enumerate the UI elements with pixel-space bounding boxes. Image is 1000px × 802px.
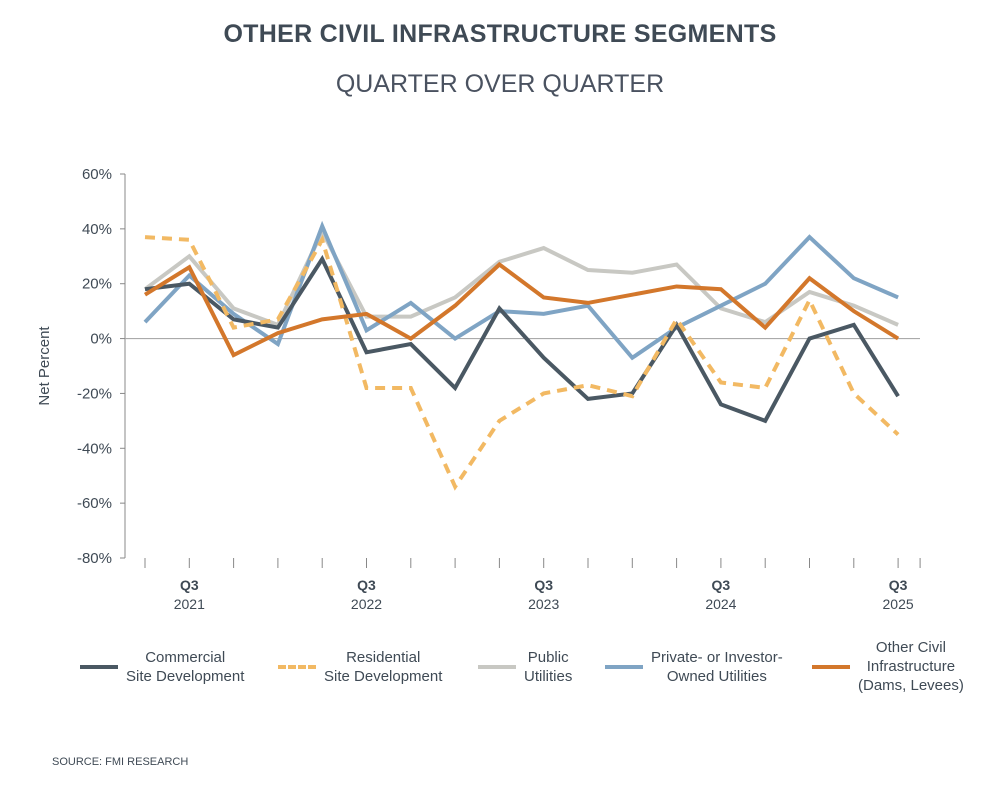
source-note: SOURCE: FMI RESEARCH <box>52 756 189 768</box>
x-tick-label-quarter: Q3 <box>712 577 731 593</box>
legend-item: Other Civil Infrastructure (Dams, Levees… <box>812 638 964 695</box>
y-tick-label: -20% <box>77 385 112 402</box>
legend-swatch <box>812 664 850 669</box>
x-tick-label-year: 2024 <box>705 596 736 612</box>
legend-label: Commercial Site Development <box>126 649 245 685</box>
series-line-1 <box>144 234 900 491</box>
legend-swatch <box>80 665 118 669</box>
legend-label: Other Civil Infrastructure (Dams, Levees… <box>858 639 964 694</box>
y-axis-label: Net Percent <box>36 326 53 406</box>
x-tick-label-quarter: Q3 <box>889 577 908 593</box>
legend-item: Commercial Site Development <box>80 648 244 686</box>
legend-label: Public Utilities <box>524 649 573 685</box>
y-tick-label: -80% <box>77 550 112 567</box>
y-tick-label: -60% <box>77 495 112 512</box>
y-tick-label: 40% <box>82 221 112 238</box>
legend-swatch <box>478 665 516 669</box>
chart-subtitle: QUARTER OVER QUARTER <box>335 70 665 98</box>
x-tick-label-year: 2023 <box>528 596 559 612</box>
chart-title: OTHER CIVIL INFRASTRUCTURE SEGMENTS <box>223 20 777 48</box>
x-tick-label-quarter: Q3 <box>357 577 376 593</box>
legend-swatch <box>605 665 643 669</box>
legend-label: Private- or Investor- Owned Utilities <box>651 649 783 685</box>
y-tick-label: 20% <box>82 276 112 293</box>
x-tick-label-year: 2021 <box>174 596 205 612</box>
y-tick-label: -40% <box>77 440 112 457</box>
legend: Commercial Site Development Residential S… <box>0 638 1000 708</box>
series-line-4 <box>143 261 900 358</box>
y-tick-label: 0% <box>90 331 112 348</box>
legend-swatch <box>278 665 316 669</box>
series-line-0 <box>144 254 900 424</box>
x-tick-label-quarter: Q3 <box>180 577 199 593</box>
x-tick-label-year: 2025 <box>883 596 914 612</box>
x-tick-label-quarter: Q3 <box>534 577 553 593</box>
legend-item: Public Utilities <box>478 648 572 686</box>
legend-item: Residential Site Development <box>278 648 442 686</box>
series-line-3 <box>143 220 899 361</box>
x-tick-label-year: 2022 <box>351 596 382 612</box>
y-tick-label: 60% <box>82 166 112 183</box>
legend-item: Private- or Investor- Owned Utilities <box>605 648 783 686</box>
legend-label: Residential Site Development <box>324 649 443 685</box>
